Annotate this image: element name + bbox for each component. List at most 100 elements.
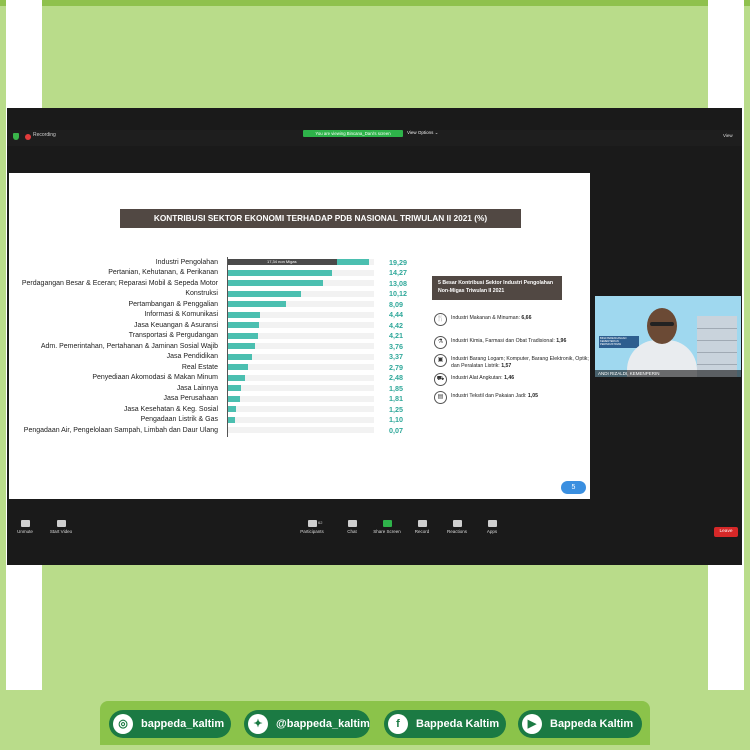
zoom-toolbar: Unmute Start Video Participants 62 Chat Share… — [7, 520, 742, 542]
bar-category-label: Jasa Kesehatan & Keg. Sosial — [123, 405, 218, 413]
bar — [227, 322, 260, 328]
participant-glasses — [650, 322, 674, 326]
bar-value-label: 2,48 — [389, 373, 403, 382]
toolbar-label: Unmute — [17, 529, 33, 534]
participants-icon — [307, 520, 317, 527]
toolbar-reactions-button[interactable]: Reactions — [439, 520, 475, 534]
bar-track — [227, 364, 374, 370]
top5-item-label: Industri Tekstil dan Pakaian Jadi: — [451, 393, 528, 399]
toolbar-record-button[interactable]: Record — [404, 520, 440, 534]
toolbar-label: Record — [414, 529, 430, 534]
top5-item: Industri Barang Logam; Komputer, Barang … — [451, 356, 591, 369]
leave-button[interactable]: Leave — [714, 527, 738, 537]
bar-track — [227, 427, 374, 433]
bar — [227, 364, 248, 370]
bar-category-label: Jasa Pendidikan — [166, 353, 218, 360]
bar — [227, 385, 241, 391]
bar-category-label: Pertambangan & Penggalian — [128, 300, 218, 308]
viewing-screen-badge: You are viewing Bincana_Dani's screen — [303, 130, 403, 137]
bar-track — [227, 416, 374, 423]
recording-icon — [25, 134, 31, 140]
social-link-facebook[interactable]: f Bappeda Kaltim — [384, 710, 506, 738]
top5-item-value: 1,96 — [556, 338, 567, 344]
bar-category-label: Jasa Lainnya — [176, 384, 218, 392]
bar-category-label: Adm. Pemerintahan, Pertahanan & Jaminan … — [40, 342, 218, 350]
bar-category-label: Industri Pengolahan — [155, 258, 218, 266]
bar-track — [227, 311, 374, 318]
social-link-instagram[interactable]: ◎ bappeda_kaltim — [109, 710, 231, 738]
building-floor-line — [697, 352, 737, 353]
bar-value-label: 1,85 — [389, 383, 403, 393]
view-options-button[interactable]: View Options ⌄ — [407, 130, 439, 135]
bar-value-label: 1,10 — [389, 415, 403, 424]
reactions-icon — [452, 520, 462, 527]
toolbar-label: Reactions — [446, 529, 467, 534]
bar-value-label: 8,09 — [389, 299, 403, 309]
top5-item-value: 1,05 — [527, 393, 539, 399]
toolbar-label: Participants — [300, 529, 324, 534]
toolbar-label: Apps — [486, 529, 498, 534]
social-handle: Bappeda Kaltim — [416, 718, 500, 730]
bar-category-label: Perdagangan Besar & Eceran; Reparasi Mob… — [21, 279, 218, 287]
toolbar-label: Chat — [347, 529, 357, 534]
bar-value-label: 2,79 — [389, 362, 403, 372]
bar — [227, 311, 260, 318]
shared-slide: KONTRIBUSI SEKTOR EKONOMI TERHADAP PDB N… — [9, 173, 590, 499]
building-floor-line — [697, 340, 737, 341]
security-shield-icon[interactable] — [13, 133, 19, 140]
bar-category-label: Konstruksi — [185, 290, 218, 297]
computer-icon: ▣ — [434, 354, 447, 367]
zoom-window: Recording You are viewing Bincana_Dani's… — [7, 108, 742, 565]
toolbar-apps-button[interactable]: Apps — [474, 520, 510, 534]
top5-item: Industri Kimia, Farmasi dan Obat Tradisi… — [451, 338, 591, 345]
bar-track — [227, 301, 374, 307]
bar-category-label: Penyediaan Akomodasi & Makan Minum — [92, 374, 218, 381]
microphone-icon — [20, 520, 30, 527]
non-migas-bar: 17,34 non Migas — [227, 259, 337, 265]
top5-item: Industri Makanan & Minuman: 6,66 — [451, 315, 591, 322]
youtube-icon: ▶ — [522, 714, 542, 734]
video-banner: BINA PERENCANAAN KEMENTERIAN PERINDUSTRI… — [599, 336, 639, 348]
view-button[interactable]: View — [723, 133, 733, 138]
bar — [227, 332, 258, 339]
bar-value-label: 10,12 — [389, 289, 407, 298]
recording-label: Recording — [33, 132, 56, 138]
bar — [227, 353, 252, 360]
bar-value-label: 19,29 — [389, 257, 407, 267]
bar-value-label: 4,42 — [389, 320, 403, 330]
toolbar-unmute-button[interactable]: Unmute — [7, 520, 43, 534]
chat-icon — [347, 520, 357, 527]
bar — [227, 374, 246, 381]
facebook-icon: f — [388, 714, 408, 734]
twitter-icon: ✦ — [248, 714, 268, 734]
bar-category-label: Pengadaan Air, Pengelolaan Sampah, Limba… — [23, 426, 218, 434]
toolbar-participants-button[interactable]: Participants 62 — [294, 520, 330, 534]
top5-item: Industri Tekstil dan Pakaian Jadi: 1,05 — [451, 393, 591, 400]
social-link-youtube[interactable]: ▶ Bappeda Kaltim — [518, 710, 642, 738]
bar — [227, 416, 236, 423]
participant-name: ANDI RIZALDI, KEMENPERIN — [595, 370, 741, 377]
building-floor-line — [697, 364, 737, 365]
top5-heading: 5 Besar Kontribusi Sektor Industri Pengo… — [432, 276, 562, 300]
building-floor-line — [697, 328, 737, 329]
social-link-twitter[interactable]: ✦ @bappeda_kaltim — [244, 710, 370, 738]
toolbar-chat-button[interactable]: Chat — [334, 520, 370, 534]
top5-item: Industri Alat Angkutan: 1,46 — [451, 375, 591, 382]
apps-icon — [487, 520, 497, 527]
record-icon — [417, 520, 427, 527]
top-strip — [0, 0, 750, 6]
toolbar-start-video-button[interactable]: Start Video — [43, 520, 79, 534]
bar-category-label: Real Estate — [181, 363, 218, 371]
participant-video[interactable]: BINA PERENCANAAN KEMENTERIAN PERINDUSTRI… — [595, 296, 741, 377]
bar-category-label: Jasa Keuangan & Asuransi — [133, 321, 218, 329]
slide-title: KONTRIBUSI SEKTOR EKONOMI TERHADAP PDB N… — [120, 209, 521, 228]
toolbar-share-screen-button[interactable]: Share Screen — [369, 520, 405, 534]
bar-category-label: Jasa Perusahaan — [163, 395, 218, 402]
bar-track — [227, 353, 374, 360]
instagram-icon: ◎ — [113, 714, 133, 734]
bar-value-label: 3,76 — [389, 341, 403, 351]
bar — [227, 301, 287, 307]
top5-item-value: 1,57 — [501, 362, 512, 369]
building-backdrop — [697, 316, 737, 377]
bar — [227, 269, 332, 276]
